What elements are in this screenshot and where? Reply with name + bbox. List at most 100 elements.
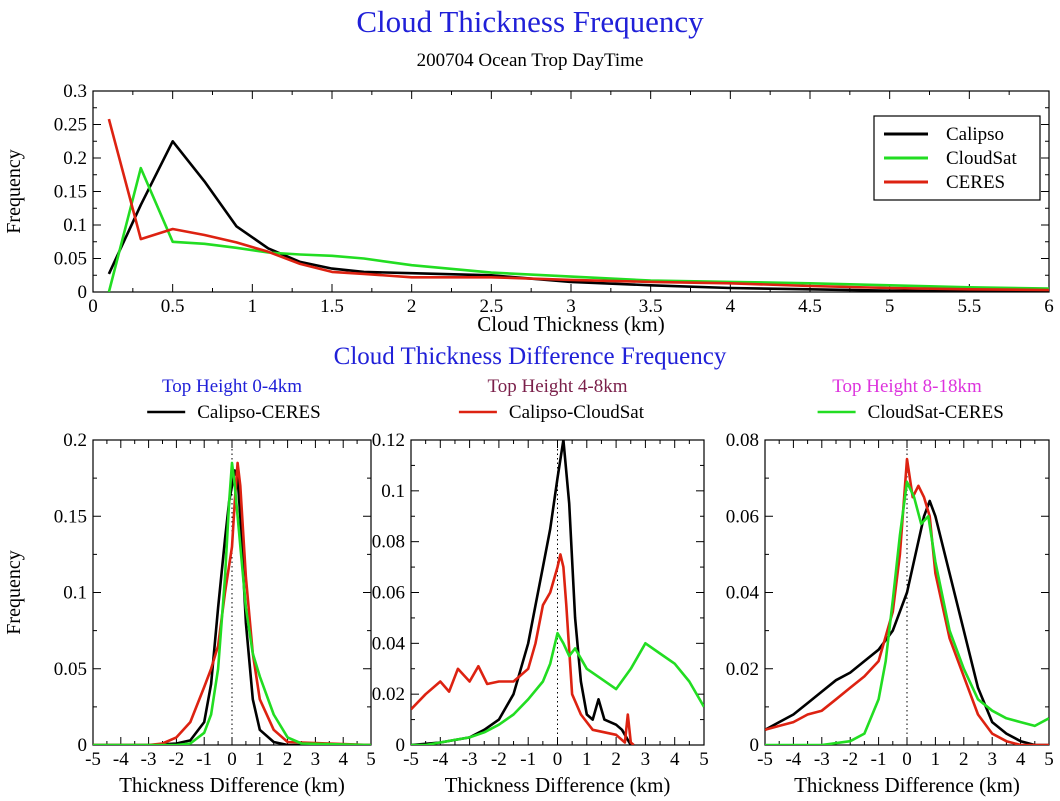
y-tick-label: 0.08 [372,532,405,553]
x-tick-label: 3.5 [639,296,663,317]
x-tick-label: 0.5 [161,296,185,317]
x-tick-label: 0 [902,749,912,770]
x-tick-label: 2 [283,749,293,770]
x-tick-label: -4 [785,749,801,770]
panel-title: Top Height 4-8km [487,376,627,397]
y-tick-label: 0.25 [54,115,87,136]
y-tick-label: 0 [78,282,88,303]
x-tick-label: 5 [1044,749,1054,770]
y-tick-label: 0 [78,735,88,756]
y-tick-label: 0.04 [372,633,406,654]
chart-subtitle: 200704 Ocean Trop DayTime [416,50,644,71]
x-tick-label: 5 [885,296,895,317]
series-line-calipso-ceres [93,469,371,745]
x-tick-label: 4 [670,749,680,770]
chart-panel-3: -5 -4 -3 -2 -1 0 1 2 3 4 500.020.040.060.08Thickne… [726,376,1054,797]
x-tick-label: 1 [931,749,941,770]
y-tick-label: 0.05 [54,659,87,680]
y-tick-label: 0.12 [372,430,405,451]
y-tick-label: 0.06 [726,506,759,527]
x-tick-label: 1 [582,749,592,770]
y-tick-label: 0.05 [54,249,87,270]
series-line-cloudsat-ceres [93,461,371,745]
x-tick-label: -1 [520,749,536,770]
y-tick-label: 0.1 [381,481,405,502]
x-tick-label: -3 [814,749,830,770]
x-tick-label: -2 [491,749,507,770]
x-axis-label: Thickness Difference (km) [445,773,671,797]
y-tick-label: 0.1 [63,215,87,236]
x-tick-label: -4 [113,749,129,770]
x-tick-label: 5.5 [957,296,981,317]
x-tick-label: -2 [842,749,858,770]
x-tick-label: 4.5 [798,296,822,317]
x-tick-label: 4 [1016,749,1026,770]
x-axis-label: Thickness Difference (km) [119,773,345,797]
y-axis-label: Frequency [3,149,25,233]
section-title: Cloud Thickness Difference Frequency [333,343,727,370]
x-tick-label: -5 [757,749,773,770]
y-tick-label: 0.15 [54,182,87,203]
legend-label: CloudSat [946,148,1017,169]
series-line-calipso-ceres [411,440,632,745]
x-tick-label: 2 [407,296,417,317]
chart-panel-0: 0 0.5 1 1.5 2 2.5 3 3.5 4 4.5 5 5.5 6 0 0.05 0.1 0.15 0.2… [3,81,1054,336]
x-tick-label: 0 [88,296,98,317]
panel-title: Top Height 0-4km [162,376,302,397]
y-tick-label: 0.15 [54,506,87,527]
y-axis-label: Frequency [3,550,25,634]
x-tick-label: 5 [366,749,376,770]
series-line-calipso-cloudsat [411,553,635,745]
y-tick-label: 0.04 [726,583,760,604]
x-tick-label: -1 [871,749,887,770]
chart-panel-1: -5 -4 -3 -2 -1 0 1 2 3 4 500.050.10.150.2Thickness… [3,376,376,797]
x-tick-label: 6 [1044,296,1054,317]
x-tick-label: 2 [611,749,621,770]
x-axis-label: Cloud Thickness (km) [477,312,664,336]
y-tick-label: 0.2 [63,148,87,169]
x-tick-label: -2 [168,749,184,770]
x-tick-label: 1 [248,296,258,317]
x-tick-label: 1.5 [320,296,344,317]
series-line-calipso-cloudsat [93,461,371,745]
x-tick-label: 4 [726,296,736,317]
series-line-cloudsat [107,166,1049,292]
x-tick-label: 0 [227,749,237,770]
y-tick-label: 0 [396,735,406,756]
legend-label: Calipso-CloudSat [509,402,645,423]
x-tick-label: -5 [85,749,101,770]
series-line-cloudsat-ceres [411,631,704,745]
y-tick-label: 0.3 [63,81,87,102]
y-tick-label: 0 [750,735,760,756]
chart-title: Cloud Thickness Frequency [356,4,704,39]
legend-label: Calipso-CERES [197,402,321,423]
y-tick-label: 0.02 [372,684,405,705]
series-line-calipso-cloudsat [765,457,1049,745]
y-tick-label: 0.02 [726,659,759,680]
x-tick-label: 1 [255,749,265,770]
y-tick-label: 0.08 [726,430,759,451]
x-tick-label: 3 [311,749,321,770]
x-tick-label: 3 [566,296,576,317]
x-tick-label: -3 [141,749,157,770]
series-line-ceres [107,118,1049,292]
y-tick-label: 0.1 [63,583,87,604]
series-line-calipso-ceres [765,499,1049,745]
legend-label: CloudSat-CERES [868,402,1004,423]
x-axis-label: Thickness Difference (km) [794,773,1020,797]
legend-label: Calipso [946,124,1004,145]
y-tick-label: 0.06 [372,583,405,604]
series-line-cloudsat-ceres [765,480,1049,745]
x-tick-label: 5 [699,749,709,770]
x-tick-label: -5 [403,749,419,770]
x-tick-label: 2 [959,749,969,770]
x-tick-label: 3 [987,749,997,770]
chart-panel-2: -5 -4 -3 -2 -1 0 1 2 3 4 500.020.040.060.080.10.12… [372,376,709,797]
x-tick-label: -1 [196,749,212,770]
x-tick-label: 0 [553,749,563,770]
series-line-calipso [107,140,1049,292]
panel-title: Top Height 8-18km [832,376,982,397]
x-tick-label: 4 [338,749,348,770]
x-tick-label: 3 [641,749,651,770]
